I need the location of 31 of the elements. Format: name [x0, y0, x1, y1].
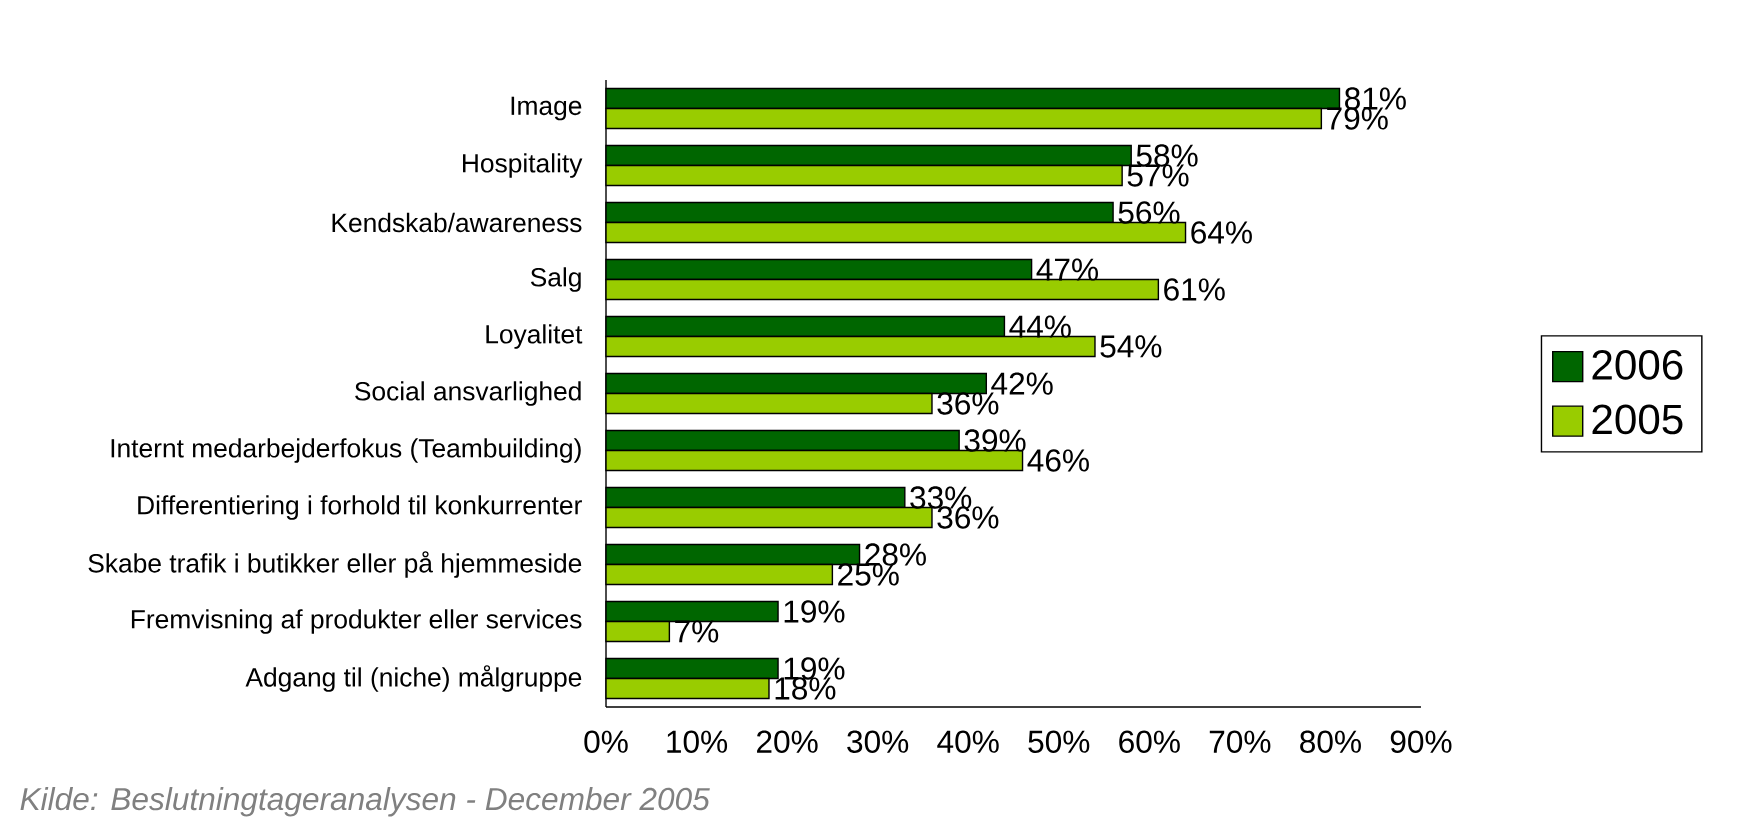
x-tick-label: 40%	[937, 730, 999, 753]
y-tick-label: Fremvisning af produkter eller services	[131, 609, 582, 634]
x-tick-label: 70%	[1209, 730, 1271, 753]
data-label: 19%	[784, 600, 845, 623]
x-tick-label: 90%	[1390, 730, 1452, 753]
text: Kilde: Beslutningtageranalysen - December 2005	[20, 787, 710, 817]
x-tick-label: 0%	[584, 730, 628, 753]
data-label: 64%	[1191, 221, 1252, 244]
y-tick-label: Loyalitet	[486, 324, 583, 349]
legend-label: 2005	[1592, 404, 1683, 435]
x-tick-label: 30%	[847, 730, 909, 753]
y-tick-label: Salg	[530, 267, 581, 292]
y-tick-label: Skabe trafik i butikker eller på hjemmeside	[88, 551, 582, 578]
x-tick-label: 60%	[1119, 730, 1180, 753]
legend-label: 2006	[1592, 349, 1683, 380]
y-tick-label: Hospitality	[463, 153, 583, 178]
data-label: 47%	[1036, 258, 1098, 281]
y-tick-label: Adgang til (niche) målgruppe	[245, 665, 582, 692]
x-tick-label: 50%	[1028, 730, 1090, 753]
data-label: 61%	[1164, 278, 1225, 301]
x-tick-label: 10%	[667, 730, 728, 753]
y-tick-label: Social ansvarlighed	[355, 381, 581, 406]
x-tick-label: 20%	[757, 730, 818, 753]
data-label: 54%	[1100, 335, 1162, 358]
data-label: 44%	[1009, 315, 1071, 338]
x-tick-label: 80%	[1300, 730, 1361, 753]
y-tick-label: Differentiering i forhold til konkurrenter	[138, 495, 582, 520]
data-label: 46%	[1027, 449, 1089, 472]
y-tick-label: Internt medarbejderfokus (Teambuilding)	[111, 438, 581, 463]
y-tick-label: Kendskab/awareness	[332, 212, 582, 233]
y-tick-label: Image	[511, 96, 582, 121]
